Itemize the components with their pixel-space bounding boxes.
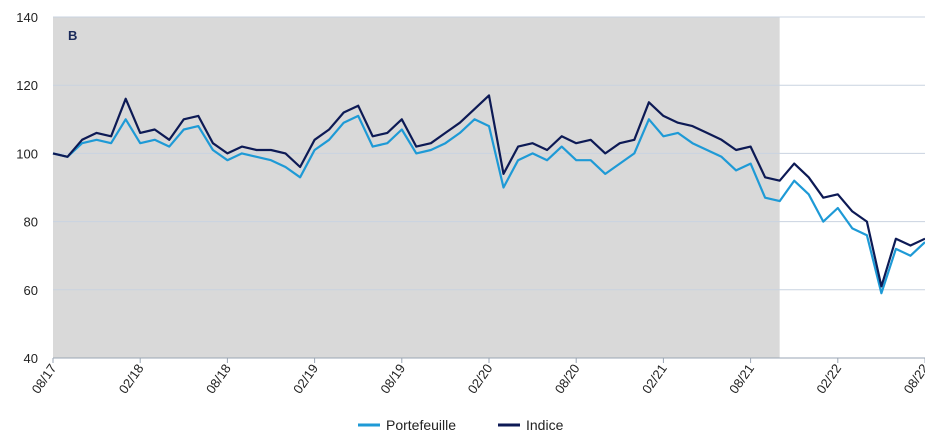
legend-label: Indice [526,417,564,433]
y-tick-label: 60 [24,283,38,298]
x-tick-label: 08/18 [203,361,234,396]
series-line-1 [52,94,925,288]
legend-label: Portefeuille [386,417,456,433]
series-line-0 [52,114,925,295]
y-tick-label: 120 [16,78,38,93]
gridlines [53,16,925,359]
overlay-label: B [68,28,77,43]
series-lines [52,94,925,295]
shaded-period [53,17,780,358]
y-tick-label: 100 [16,146,38,161]
legend-item: Portefeuille [358,417,456,433]
x-tick-label: 02/22 [813,361,844,396]
y-tick-label: 140 [16,10,38,25]
x-tick-label: 08/19 [377,361,408,396]
x-tick-label: 02/20 [465,361,496,396]
legend: Portefeuille Indice [358,417,564,433]
x-tick-label: 08/17 [29,361,60,396]
plot-background [53,17,780,358]
x-tick-label: 08/20 [552,361,583,396]
x-axis-ticks: 08/17 02/18 08/18 02/19 08/19 02/20 08/20 02/21… [29,358,925,396]
x-tick-label: 08/22 [901,361,925,396]
x-tick-label: 02/21 [639,361,670,396]
y-axis-ticks: 40 60 80 100 120 140 [16,10,38,366]
x-tick-label: 02/19 [290,361,321,396]
legend-item: Indice [498,417,564,433]
y-tick-label: 40 [24,351,38,366]
x-tick-label: 08/21 [726,361,757,396]
x-tick-label: 02/18 [116,361,147,396]
y-tick-label: 80 [24,215,38,230]
